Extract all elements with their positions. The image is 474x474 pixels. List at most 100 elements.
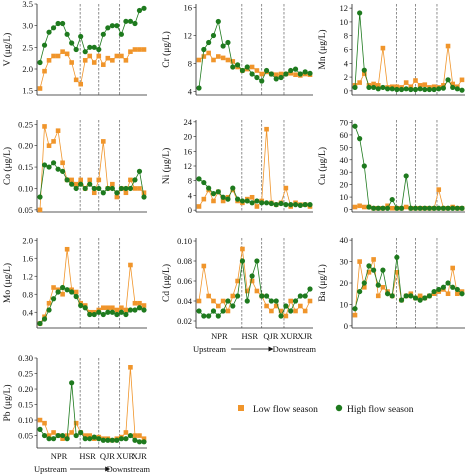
point-low-flow <box>55 128 61 133</box>
point-high-flow <box>239 67 246 74</box>
region-label: QJR <box>263 331 278 341</box>
point-high-flow <box>96 185 102 192</box>
point-high-flow <box>196 85 202 91</box>
y-tick-label: 8 <box>344 31 348 41</box>
point-low-flow <box>298 303 303 309</box>
point-high-flow <box>263 200 270 206</box>
point-low-flow <box>362 204 367 210</box>
point-low-flow <box>264 303 269 309</box>
point-low-flow <box>69 60 74 65</box>
point-high-flow <box>225 298 231 304</box>
point-high-flow <box>114 23 120 29</box>
point-low-flow <box>46 143 52 148</box>
point-high-flow <box>215 313 221 319</box>
point-low-flow <box>249 278 255 284</box>
point-high-flow <box>196 308 202 314</box>
y-tick-label: 4 <box>344 58 349 68</box>
y-tick-label: 0 <box>188 205 192 215</box>
y-tick-label: 0.20 <box>18 384 33 394</box>
point-high-flow <box>41 162 48 168</box>
point-high-flow <box>73 185 79 192</box>
point-low-flow <box>60 436 65 441</box>
y-tick-label: 20 <box>340 180 349 190</box>
point-low-flow <box>69 430 74 435</box>
point-high-flow <box>283 303 289 309</box>
point-low-flow <box>82 58 88 63</box>
point-low-flow <box>375 293 381 299</box>
region-label: NPR <box>211 331 228 341</box>
point-high-flow <box>220 308 226 314</box>
y-tick-label: 30 <box>340 167 349 177</box>
downstream-label: Downstream <box>273 344 317 354</box>
point-high-flow <box>357 288 363 295</box>
point-low-flow <box>87 177 93 183</box>
point-low-flow <box>51 139 56 144</box>
point-low-flow <box>211 198 216 204</box>
y-tick-label: 8 <box>188 59 192 69</box>
point-low-flow <box>273 303 279 309</box>
point-high-flow <box>352 84 358 91</box>
point-low-flow <box>128 177 133 183</box>
point-high-flow <box>127 307 134 313</box>
point-high-flow <box>273 76 279 82</box>
point-low-flow <box>375 83 381 88</box>
point-high-flow <box>235 196 241 202</box>
point-high-flow <box>450 84 456 91</box>
point-high-flow <box>288 67 294 74</box>
point-low-flow <box>201 196 207 202</box>
point-low-flow <box>196 204 202 209</box>
point-high-flow <box>259 200 265 206</box>
point-high-flow <box>297 202 303 208</box>
point-low-flow <box>459 77 465 83</box>
point-high-flow <box>230 185 236 191</box>
point-high-flow <box>91 434 97 440</box>
point-low-flow <box>51 430 56 435</box>
point-low-flow <box>87 53 93 59</box>
point-high-flow <box>215 189 221 195</box>
y-tick-label: 24 <box>184 117 193 127</box>
point-low-flow <box>201 263 207 269</box>
point-low-flow <box>64 246 70 252</box>
point-high-flow <box>375 205 381 211</box>
y-tick-label: 3.0 <box>22 21 33 31</box>
region-label: HSR <box>242 331 259 341</box>
point-high-flow <box>87 181 93 187</box>
point-low-flow <box>123 307 129 313</box>
point-low-flow <box>119 305 124 311</box>
point-high-flow <box>371 84 377 91</box>
point-low-flow <box>37 207 43 213</box>
point-high-flow <box>436 86 442 92</box>
point-high-flow <box>220 43 226 49</box>
point-high-flow <box>445 205 451 211</box>
point-low-flow <box>235 278 240 284</box>
point-high-flow <box>105 25 111 31</box>
y-tick-label: 12 <box>184 31 193 41</box>
y-axis-label: Cr (μg/L) <box>161 31 172 68</box>
point-high-flow <box>55 432 61 439</box>
point-low-flow <box>37 86 43 91</box>
point-high-flow <box>445 280 451 286</box>
point-low-flow <box>211 298 216 304</box>
point-low-flow <box>431 84 437 90</box>
point-high-flow <box>46 436 52 442</box>
point-low-flow <box>137 433 142 438</box>
flow-arrow-head <box>105 466 111 472</box>
point-low-flow <box>206 50 211 56</box>
point-high-flow <box>60 432 66 439</box>
point-high-flow <box>268 298 274 304</box>
y-axis-label: Co (μg/L) <box>2 147 13 185</box>
point-high-flow <box>389 196 395 203</box>
point-low-flow <box>220 298 226 304</box>
point-low-flow <box>254 204 260 209</box>
point-high-flow <box>249 273 255 279</box>
point-high-flow <box>288 202 294 208</box>
y-tick-label: 10 <box>340 192 349 202</box>
point-low-flow <box>264 126 269 132</box>
point-high-flow <box>371 205 377 211</box>
point-low-flow <box>288 71 293 76</box>
point-high-flow <box>132 307 138 313</box>
y-tick-label: 0.10 <box>18 415 33 425</box>
series-line-high-flow <box>39 287 145 324</box>
point-low-flow <box>101 305 106 311</box>
point-high-flow <box>278 74 284 81</box>
